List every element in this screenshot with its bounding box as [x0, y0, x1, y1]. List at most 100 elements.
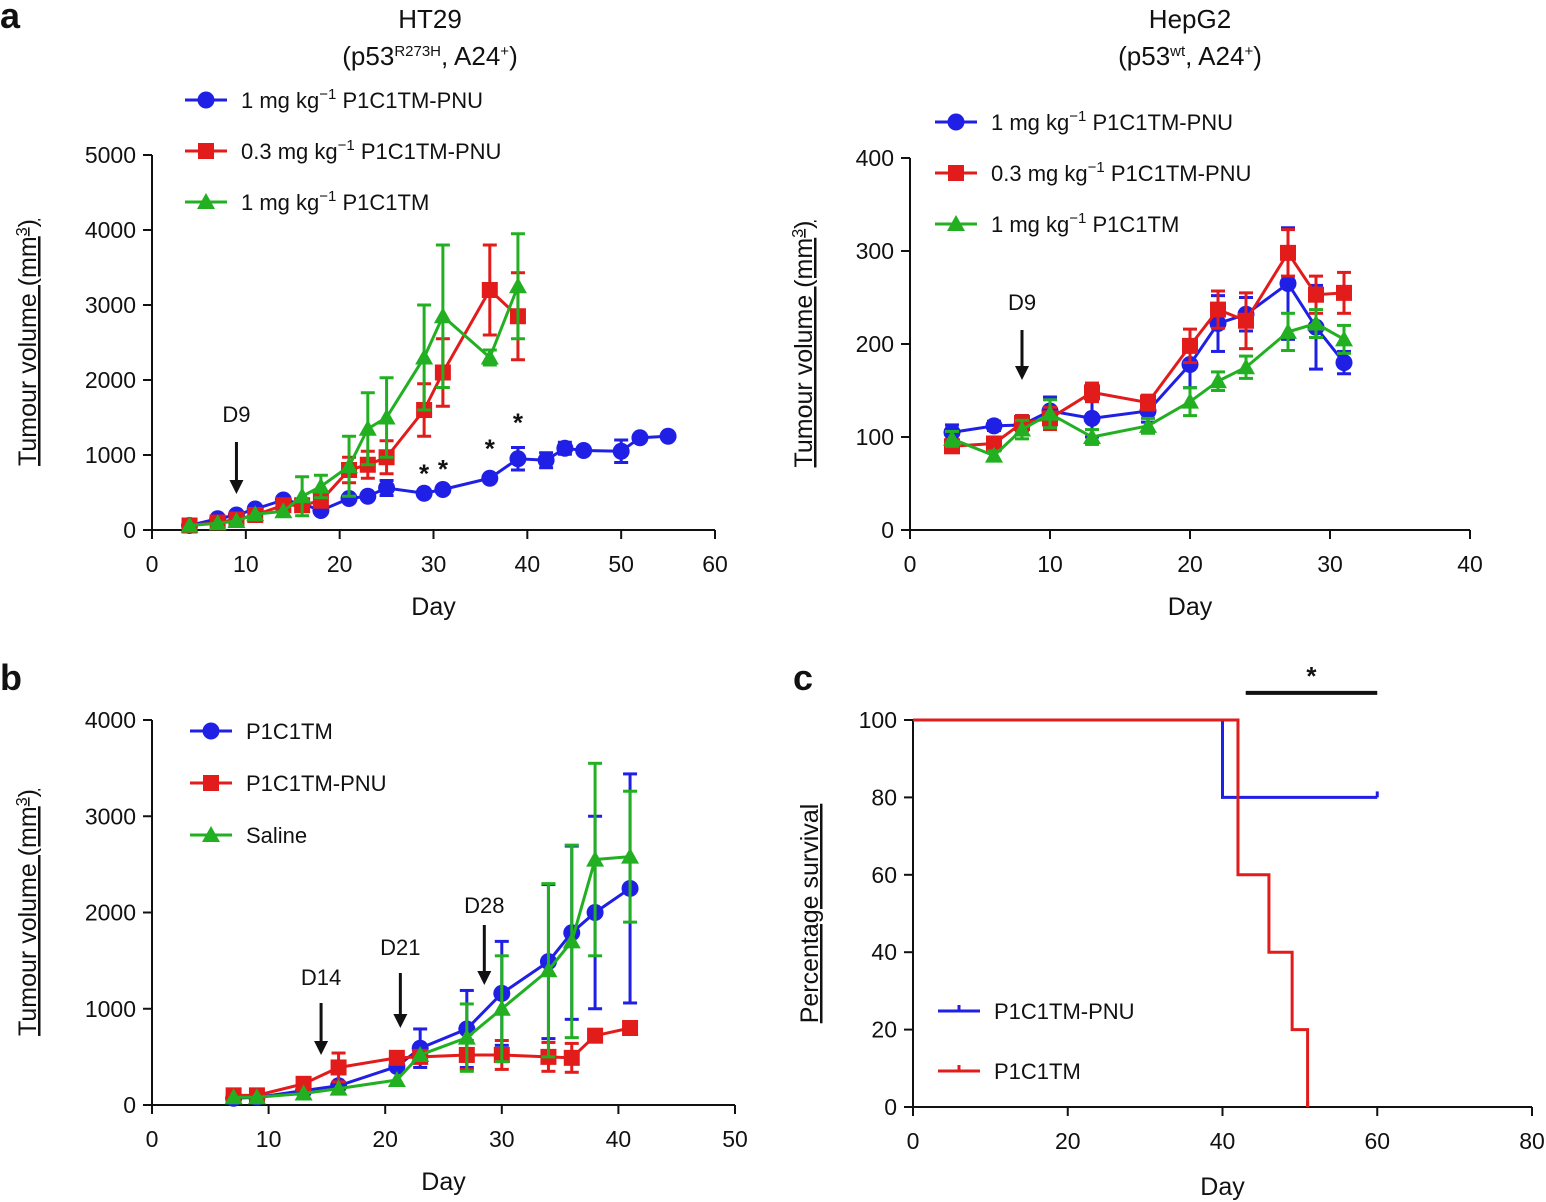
superscript: −1: [319, 188, 336, 205]
chart-ht29: HT29(p53R273H, A24+)01000200030004000500…: [14, 4, 728, 621]
superscript: +: [500, 43, 509, 60]
text-part: P1C1TM-PNU: [1086, 110, 1233, 135]
x-tick-label: 30: [489, 1126, 515, 1152]
y-tick-label: 80: [871, 784, 897, 810]
text-part: (p53: [1118, 41, 1170, 71]
x-tick-label: 20: [327, 551, 353, 577]
data-point: [224, 1088, 243, 1105]
legend-label: P1C1TM-PNU: [246, 771, 387, 796]
data-point: [274, 502, 293, 519]
legend-marker: [948, 165, 964, 181]
data-point: [985, 446, 1003, 463]
y-tick-label: 20: [871, 1017, 897, 1043]
data-point: [621, 847, 640, 864]
dose-annotation: D21: [380, 935, 420, 960]
data-point: [388, 1049, 405, 1066]
data-point: [622, 1020, 639, 1036]
data-point: [1041, 404, 1059, 421]
text-part: Saline: [246, 823, 307, 848]
series-0-3-mg-kg-1-p1c1tm-pnu: [181, 243, 526, 534]
data-point: [358, 419, 377, 436]
chart-b-tumour-volume: 0 1000 2000 3000 4000 0 10 20 30 40 50 Day Tumour vo…: [14, 707, 748, 1196]
legend-marker: [197, 91, 215, 109]
data-point: [943, 429, 961, 446]
y-axis-title-part: Percentage survival: [796, 804, 824, 1024]
text-part: P1C1TM: [1086, 212, 1179, 237]
data-point: [340, 490, 358, 507]
legend-entry: 1 mg kg−1 P1C1TM-PNU: [935, 108, 1233, 135]
data-point: [311, 477, 330, 494]
x-tick-label: 40: [1457, 551, 1483, 577]
data-point: [330, 1059, 347, 1076]
y-axis-title: Tumour volume (mm3): [14, 219, 42, 466]
text-part: (p53: [342, 41, 394, 71]
data-point: [481, 282, 498, 298]
data-point: [631, 429, 649, 447]
chart-hepg2: HepG2 (p53wt, A24+) 0 100 200 300 400 0 10 20 30 40…: [790, 4, 1483, 621]
dose-arrow-head: [477, 971, 492, 985]
text-part: P1C1TM-PNU: [246, 771, 387, 796]
legend-label: P1C1TM: [994, 1059, 1081, 1084]
legend-entry: 1 mg kg−1 P1C1TM: [185, 188, 429, 215]
data-point: [587, 1027, 604, 1044]
dose-annotation: D9: [222, 402, 250, 427]
y-tick-label: 1000: [85, 442, 136, 468]
data-point: [562, 932, 581, 949]
text-part: , A24: [441, 41, 500, 71]
legend-marker: [202, 826, 220, 842]
text-part: P1C1TM-PNU: [1105, 161, 1252, 186]
data-point: [1140, 394, 1156, 411]
data-point: [563, 1049, 580, 1066]
data-point: [556, 439, 574, 457]
data-point: [387, 1070, 406, 1087]
data-point: [1084, 384, 1100, 401]
data-point: [1181, 355, 1199, 373]
legend-entry: P1C1TM-PNU: [190, 771, 387, 796]
y-tick-label: 5000: [85, 142, 136, 168]
text-part: 0.3 mg kg: [991, 161, 1088, 186]
data-point: [575, 442, 593, 459]
significance-star: *: [1306, 661, 1317, 691]
x-tick-label: 0: [146, 551, 159, 577]
y-tick-label: 0: [884, 1094, 897, 1120]
y-axis-title: Tumour volume (mm3): [790, 221, 818, 468]
text-part: 1 mg kg: [991, 212, 1069, 237]
x-tick-label: 40: [606, 1126, 632, 1152]
chart-subtitle: (p53R273H, A24+): [342, 41, 517, 71]
x-tick-label: 40: [515, 551, 541, 577]
y-tick-label: 4000: [85, 217, 136, 243]
text-part: P1C1TM: [994, 1059, 1081, 1084]
y-tick-label: 3000: [85, 803, 136, 829]
data-point: [1083, 409, 1101, 427]
series-p1c1tm-pnu: [225, 1020, 639, 1104]
data-point: [1335, 330, 1353, 347]
legend-entry: P1C1TM: [190, 719, 333, 744]
dose-arrow-head: [393, 1014, 408, 1028]
y-tick-label: 0: [123, 1092, 136, 1118]
series-1-mg-kg-1-p1c1tm: [180, 232, 527, 533]
superscript: −1: [1069, 210, 1086, 227]
data-point: [586, 850, 605, 867]
text-part: ): [1253, 41, 1262, 71]
data-point: [415, 348, 434, 365]
data-point: [1335, 354, 1353, 372]
x-axis-title: Day: [421, 1168, 466, 1196]
legend-marker: [202, 722, 220, 740]
legend-label: Saline: [246, 823, 307, 848]
superscript: wt: [1169, 43, 1186, 60]
data-point: [434, 481, 452, 498]
x-tick-label: 10: [233, 551, 259, 577]
legend-label: 1 mg kg−1 P1C1TM: [991, 210, 1179, 237]
legend-marker: [198, 143, 214, 159]
series-p1c1tm-pnu: [913, 718, 1379, 799]
data-point: [1182, 337, 1198, 354]
data-point: [1013, 420, 1031, 437]
legend-marker: [197, 193, 215, 209]
text-part: , A24: [1185, 41, 1244, 71]
data-point: [1237, 358, 1255, 375]
x-tick-label: 80: [1519, 1128, 1545, 1154]
x-tick-label: 0: [907, 1128, 920, 1154]
superscript: −1: [338, 137, 355, 154]
data-point: [1307, 314, 1325, 331]
legend-entry: P1C1TM-PNU: [938, 999, 1135, 1024]
